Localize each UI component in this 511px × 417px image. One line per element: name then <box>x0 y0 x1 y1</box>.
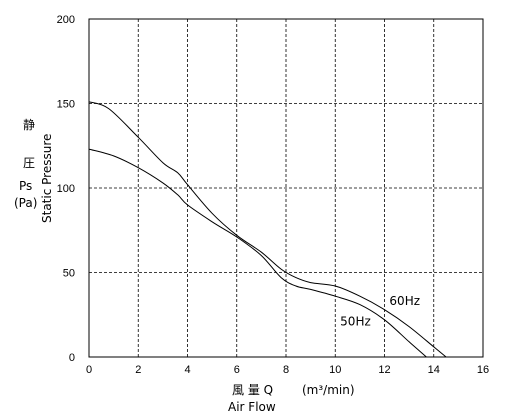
series-line-50hz <box>88 148 427 358</box>
x-tick-label: 0 <box>86 364 92 376</box>
y-tick-label: 100 <box>57 183 75 195</box>
x-tick-label: 8 <box>283 364 289 376</box>
series-label-50hz: 50Hz <box>340 315 371 329</box>
x-tick-label: 16 <box>477 364 489 376</box>
y-axis-title-cn-1: 静 <box>23 118 35 132</box>
grid-lines <box>89 19 483 357</box>
series-line-60hz <box>88 101 447 358</box>
tick-labels: 0 2 4 6 8 10 12 14 16 0 50 100 150 200 <box>57 14 489 376</box>
plot-frame <box>88 18 484 358</box>
series-group <box>88 101 447 358</box>
y-tick-label: 150 <box>57 99 75 111</box>
x-axis-unit: (m³/min) <box>302 383 355 397</box>
y-axis-symbol: Ps <box>19 179 32 193</box>
y-axis-title-cn-2: 圧 <box>23 156 35 170</box>
x-tick-label: 10 <box>329 364 341 376</box>
x-tick-label: 12 <box>378 364 390 376</box>
y-tick-label: 200 <box>57 14 75 26</box>
y-axis-title-en: Static Pressure <box>40 134 54 223</box>
x-tick-label: 6 <box>234 364 240 376</box>
series-label-60hz: 60Hz <box>389 294 420 308</box>
x-tick-label: 4 <box>184 364 190 376</box>
x-axis-title-en: Air Flow <box>228 400 276 414</box>
x-axis-title-cn: 風 量 Q <box>232 383 273 397</box>
y-tick-label: 0 <box>69 352 75 364</box>
y-tick-label: 50 <box>63 268 75 280</box>
x-tick-label: 2 <box>135 364 141 376</box>
x-tick-label: 14 <box>428 364 440 376</box>
y-axis-unit: (Pa) <box>14 196 37 210</box>
